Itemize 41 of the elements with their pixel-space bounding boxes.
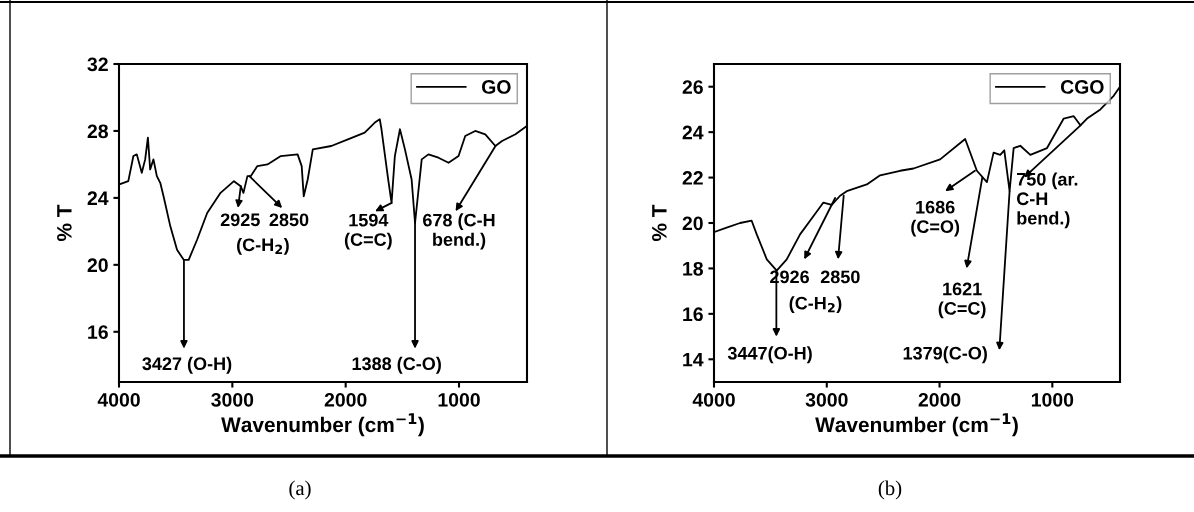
x-tick-label: 3000: [805, 392, 848, 407]
y-tick-label: 22: [682, 171, 703, 185]
annotation: (C-H$_{2}$): [789, 296, 842, 314]
x-axis-title: Wavenumber (cm$^{−1}$): [815, 413, 1018, 437]
annotation: 2925: [220, 213, 260, 227]
legend-label: CGO: [1060, 80, 1104, 94]
annotation: 2850: [269, 213, 309, 227]
y-tick-label: 32: [87, 57, 108, 72]
annotation: 3427 (O-H): [142, 356, 232, 374]
x-tick-label: 1000: [1031, 392, 1074, 407]
legend-label: GO: [482, 80, 511, 94]
y-tick-label: 18: [683, 261, 703, 276]
y-tick-label: 26: [682, 80, 703, 94]
annotation: (C-H$_{2}$): [237, 237, 289, 255]
y-tick-label: 16: [88, 325, 108, 340]
y-axis-title: % T: [652, 204, 667, 241]
x-tick-label: 4000: [97, 392, 140, 407]
y-tick-label: 24: [682, 125, 704, 140]
y-tick-label: 16: [683, 307, 703, 322]
x-tick-label: 2000: [324, 392, 367, 407]
annotation: 2850: [820, 270, 860, 284]
x-tick-label: 2000: [918, 392, 961, 407]
y-tick-label: 28: [87, 124, 108, 139]
annotation: 1594 (C=C): [344, 213, 392, 250]
annotation: 1379(C-O): [903, 346, 987, 364]
annotation: 1388 (C-O): [352, 356, 441, 374]
y-axis-title: % T: [57, 204, 72, 241]
x-tick-label: 4000: [692, 392, 735, 407]
annotation: 1686 (C=O): [911, 200, 960, 237]
x-tick-label: 3000: [211, 392, 254, 407]
x-tick-label: 1000: [438, 392, 480, 407]
y-tick-label: 14: [683, 352, 704, 367]
y-tick-label: 20: [682, 216, 703, 231]
x-axis-title: Wavenumber (cm$^{−1}$): [221, 413, 424, 437]
text: (b): [878, 480, 902, 500]
y-tick-label: 24: [87, 191, 109, 205]
annotation: 1621 (C=C): [938, 282, 986, 319]
text: (a): [289, 480, 311, 500]
annotation: 3447(O-H): [727, 346, 812, 364]
y-tick-label: 20: [87, 258, 108, 273]
annotation: 678 (C-H bend.): [423, 213, 495, 250]
